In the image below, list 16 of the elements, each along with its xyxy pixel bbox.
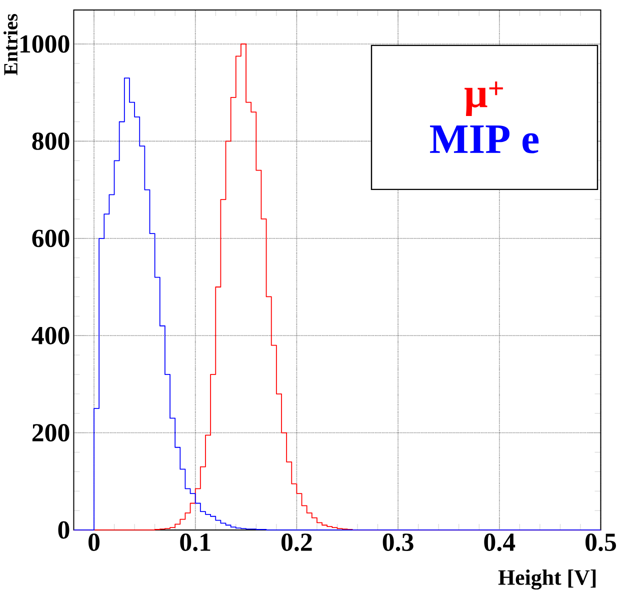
text: μ$^{+}$ (464, 82, 503, 116)
x-axis-title: Height [V] (498, 570, 596, 590)
y-tick-label: 400 (32, 326, 70, 344)
x-tick-label: 0.4 (484, 533, 516, 552)
x-tick-label: 0.3 (382, 533, 414, 552)
x-tick-label: 0.1 (180, 533, 210, 552)
x-tick-label: 0 (88, 533, 100, 551)
y-tick-label: 800 (32, 132, 70, 150)
y-tick-label: 200 (32, 424, 70, 442)
y-axis-title: Entries (3, 14, 18, 76)
x-tick-label: 0.2 (281, 533, 312, 552)
text: MIP e (430, 126, 539, 154)
x-tick-label: 0.5 (586, 533, 616, 552)
y-tick-label: 1000 (20, 35, 70, 53)
y-tick-label: 600 (32, 230, 70, 248)
y-tick-label: 0 (58, 521, 70, 539)
